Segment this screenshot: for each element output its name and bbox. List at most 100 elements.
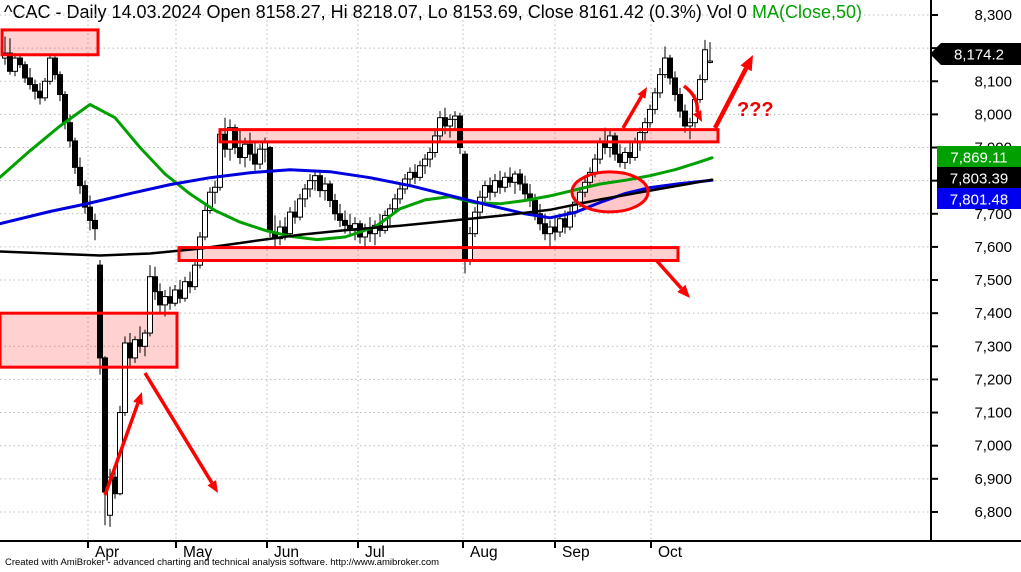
candle-body — [312, 175, 318, 182]
ma-legend: MA(Close,50) — [751, 2, 862, 22]
candle-body — [307, 180, 313, 190]
ma-line-MA-black — [0, 178, 714, 257]
candle-body — [57, 74, 63, 96]
candle-body — [182, 281, 188, 299]
candle-body — [92, 219, 98, 230]
y-axis-label: 6,900 — [974, 471, 1012, 488]
candle-body — [687, 122, 693, 127]
candle-body — [77, 166, 83, 187]
x-axis-label-jun: Jun — [274, 544, 299, 561]
x-axis-label-may: May — [183, 544, 213, 561]
candle-body — [652, 92, 658, 110]
y-axis-label: 7,000 — [974, 438, 1012, 455]
price-marker-label: 7,869.11 — [950, 150, 1007, 167]
candle-body — [22, 64, 28, 79]
candle-body — [482, 185, 488, 198]
candle-body — [127, 342, 133, 359]
arrow-breakout — [713, 67, 749, 130]
question-marks-annotation: ??? — [737, 99, 774, 121]
candle-body — [52, 57, 58, 76]
candle-body — [392, 198, 398, 210]
zone-fill-resistance-top-left — [2, 29, 98, 55]
candle-body — [442, 117, 448, 127]
candle-body — [647, 108, 653, 124]
candle-body — [492, 180, 498, 193]
y-axis-label: 7,700 — [974, 206, 1012, 223]
candle-body — [412, 171, 418, 178]
candle-body — [232, 127, 238, 149]
candle-body — [557, 218, 563, 233]
x-axis-label-apr: Apr — [95, 544, 119, 561]
candle-body — [622, 151, 628, 163]
candle-body — [452, 115, 458, 120]
candle-body — [67, 122, 73, 142]
candle-body — [682, 110, 688, 127]
candle-body — [247, 143, 253, 155]
candle-body — [137, 339, 143, 347]
price-marker — [937, 188, 1021, 209]
candle-body — [282, 226, 288, 235]
candle-body — [162, 296, 168, 306]
candle-body — [667, 57, 673, 79]
y-axis-label: 7,400 — [974, 305, 1012, 322]
candle-body — [327, 183, 333, 202]
candle-body — [142, 332, 148, 347]
candle-body — [27, 77, 33, 86]
candle-body — [562, 218, 568, 228]
candle-body — [547, 226, 553, 235]
candle-body — [422, 158, 428, 167]
x-axis-label-sep: Sep — [562, 544, 590, 561]
highlight-ellipse — [570, 170, 650, 214]
candle-body — [42, 80, 48, 99]
y-axis-label: 7,600 — [974, 239, 1012, 256]
candle-body — [447, 118, 453, 127]
candle-body — [642, 122, 648, 134]
candle-body — [522, 183, 528, 195]
price-marker — [937, 146, 1021, 167]
zone-fill-support-7580 — [179, 247, 678, 261]
candle-body — [157, 291, 163, 306]
candle-body — [512, 173, 518, 183]
candle-body — [657, 74, 663, 94]
candle-body — [322, 183, 328, 192]
candle-body — [632, 142, 638, 158]
candle-body — [707, 60, 713, 63]
candle-body — [502, 176, 508, 188]
candle-body — [202, 209, 208, 238]
candle-body — [72, 140, 78, 168]
candle-body — [257, 148, 263, 165]
candle-body — [212, 186, 218, 193]
candle-body — [672, 77, 678, 96]
candle-body — [177, 289, 183, 299]
candle-body — [497, 180, 503, 188]
candle-body — [472, 211, 478, 235]
candle-body — [167, 296, 173, 304]
candle-body — [242, 143, 248, 158]
y-axis-label: 8,300 — [974, 7, 1012, 24]
candle-body — [542, 223, 548, 235]
candle-body — [417, 165, 423, 178]
candle-body — [62, 94, 68, 124]
candle-body — [317, 175, 323, 192]
candle-body — [97, 264, 103, 359]
candle-body — [577, 191, 583, 203]
candle-body — [462, 153, 468, 261]
candle-body — [702, 49, 708, 81]
candle-body — [17, 57, 23, 66]
chart-title: ^CAC - Daily 14.03.2024 Open 8158.27, Hi… — [4, 2, 862, 23]
candle-body — [427, 151, 433, 160]
price-marker — [937, 167, 1021, 188]
footer-credit: Created with AmiBroker - advanced charti… — [5, 557, 440, 568]
candle-body — [152, 276, 158, 293]
y-axis-label: 7,300 — [974, 338, 1012, 355]
candle-body — [507, 176, 513, 183]
arrow-pullback — [682, 84, 700, 113]
candle-body — [112, 476, 118, 495]
candle-body — [697, 79, 703, 100]
candle-body — [627, 151, 633, 158]
candle-body — [597, 142, 603, 160]
y-axis-label: 6,800 — [974, 504, 1012, 521]
candle-body — [617, 153, 623, 163]
candle-body — [287, 211, 293, 235]
